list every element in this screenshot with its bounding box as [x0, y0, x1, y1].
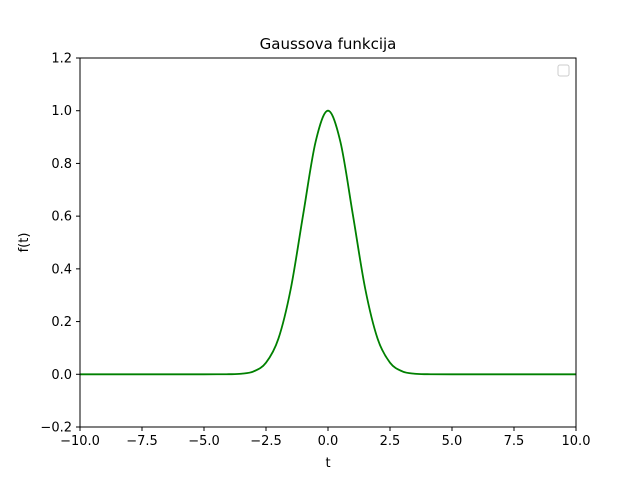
- series-line: [79, 109, 577, 376]
- legend: [557, 64, 570, 77]
- x-tick-label: 10.0: [562, 434, 591, 449]
- x-tick-label: −7.5: [126, 434, 158, 449]
- x-tick-label: −5.0: [188, 434, 220, 449]
- x-tick-label: 0.0: [318, 434, 339, 449]
- y-tick-label: 0.4: [51, 262, 72, 277]
- y-tick-label: 1.2: [51, 52, 72, 67]
- y-tick-label: 0.6: [51, 210, 72, 225]
- y-tick-label: 0.0: [51, 368, 72, 383]
- y-axis-label: f(t): [17, 233, 32, 253]
- x-tick-label: 5.0: [442, 434, 463, 449]
- x-axis-ticks: −10.0 −7.5 −5.0 −2.5 0.0 2.5 5.0 7.5 10.0: [60, 427, 590, 449]
- x-axis-label: t: [325, 456, 330, 471]
- series-layer: [79, 109, 577, 376]
- y-tick-label: 0.2: [51, 315, 72, 330]
- plot-area: [80, 58, 576, 427]
- x-tick-label: −2.5: [250, 434, 282, 449]
- plot-background: [80, 58, 576, 427]
- x-tick-label: 7.5: [504, 434, 525, 449]
- x-tick-label: 2.5: [380, 434, 401, 449]
- legend-box: [557, 64, 570, 77]
- y-axis-ticks: −0.2 0.0 0.2 0.4 0.6 0.8 1.0 1.2: [40, 52, 80, 436]
- y-tick-label: 1.0: [51, 104, 72, 119]
- chart-title: Gaussova funkcija: [260, 35, 397, 53]
- y-tick-label: 0.8: [51, 157, 72, 172]
- x-tick-label: −10.0: [60, 434, 100, 449]
- y-tick-label: −0.2: [40, 421, 72, 436]
